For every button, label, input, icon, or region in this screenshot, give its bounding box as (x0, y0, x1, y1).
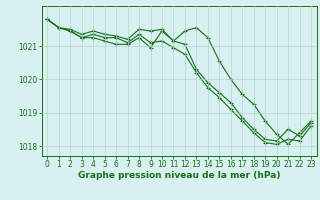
X-axis label: Graphe pression niveau de la mer (hPa): Graphe pression niveau de la mer (hPa) (78, 171, 280, 180)
